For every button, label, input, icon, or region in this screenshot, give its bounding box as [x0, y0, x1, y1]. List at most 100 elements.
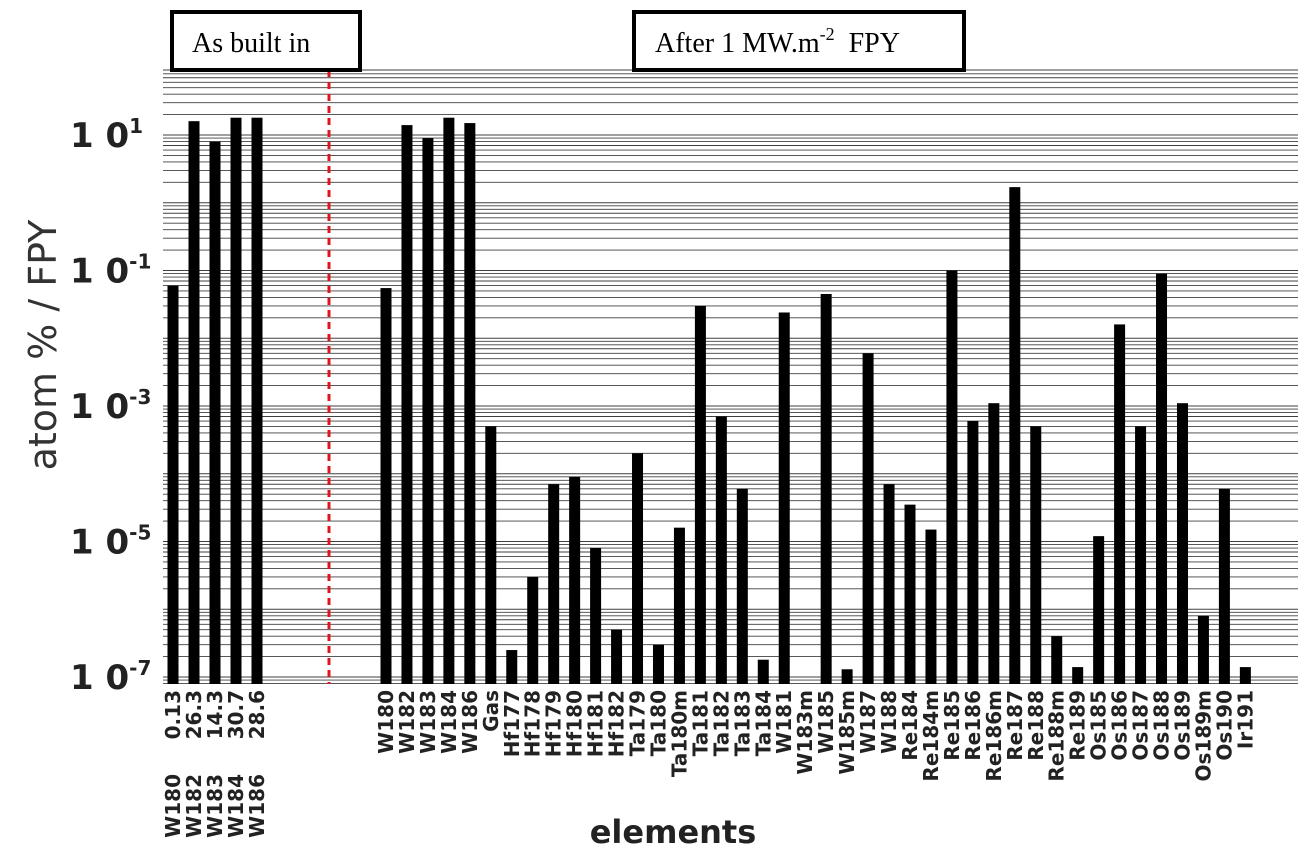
category-label-after: W184: [437, 690, 461, 754]
bar-as-built-W184: [230, 117, 242, 685]
category-label-after: W182: [395, 690, 419, 754]
category-label-after: W185m: [835, 690, 859, 775]
bar-after-Os190: [1218, 488, 1230, 684]
bars: [167, 117, 1251, 685]
y-tick-base: 1 0: [70, 523, 129, 563]
after-label: After 1 MW.m-2 FPY: [655, 24, 900, 59]
category-label-after: Re184m: [919, 690, 943, 782]
category-label-after: Re185: [940, 690, 964, 761]
bar-after-W183: [422, 138, 434, 684]
as-built-box: As built in: [170, 10, 362, 72]
y-tick-base: 1 0: [70, 116, 129, 156]
bar-after-Os189m: [1197, 615, 1209, 684]
bar-after-Re185: [946, 270, 958, 684]
category-label-after: Re188m: [1045, 690, 1069, 782]
category-label-after: Os190: [1212, 690, 1236, 761]
y-tick-base: 1 0: [70, 387, 129, 427]
y-axis-title: atom % / FPY: [21, 219, 65, 471]
category-label-after: Ta179: [626, 690, 650, 756]
bar-as-built-W180: [167, 285, 179, 684]
x-axis-title: elements: [590, 813, 757, 851]
category-label-after: Os189m: [1191, 690, 1215, 782]
category-label-after: Re189: [1066, 690, 1090, 761]
category-label-after: W186: [458, 690, 482, 754]
category-label-after: Ta184: [751, 690, 775, 756]
category-label-after: W185: [814, 690, 838, 754]
bar-after-W184: [443, 117, 455, 685]
category-label-after: Ta181: [688, 690, 712, 756]
category-label-after: Hf180: [563, 690, 587, 757]
category-label-after: W188: [877, 690, 901, 754]
category-label-after: Os185: [1087, 690, 1111, 761]
category-label-after: Re188: [1024, 690, 1048, 761]
bar-after-W185: [820, 293, 832, 684]
category-label-after: Gas: [479, 690, 503, 732]
bar-after-W182: [401, 125, 413, 684]
y-tick-label: 1 0-1: [70, 250, 151, 292]
bar-after-Re189: [1072, 667, 1084, 684]
bar-after-Hf177: [506, 650, 518, 684]
bar-as-built-W186: [251, 117, 263, 685]
bar-after-Ta180: [652, 644, 664, 684]
bar-after-Re188: [1030, 426, 1042, 684]
category-label-as-built: W182: [182, 774, 206, 838]
bar-after-W181: [778, 312, 790, 684]
category-label-after: Hf177: [500, 690, 524, 757]
category-label-after: Re187: [1003, 690, 1027, 761]
bar-value-label: 28.6: [245, 690, 269, 739]
bar-after-Hf181: [590, 548, 602, 684]
bar-after-Re186m: [988, 403, 1000, 684]
category-label-as-built: W183: [203, 774, 227, 838]
bar-after-Hf182: [611, 629, 623, 684]
category-label-after: Os188: [1150, 690, 1174, 761]
category-label-after: Os187: [1129, 690, 1153, 761]
category-label-after: Os186: [1108, 690, 1132, 761]
bar-after-Os189: [1176, 403, 1188, 684]
bar-value-label: 0.13: [161, 690, 185, 739]
bar-after-Hf179: [548, 484, 560, 684]
category-label-after: Hf181: [584, 690, 608, 757]
y-tick-exp: -3: [129, 385, 151, 409]
y-tick-label: 1 0-3: [70, 385, 151, 427]
grid-lines: [163, 69, 1298, 685]
category-label-after: Hf179: [542, 690, 566, 757]
bar-after-Ir191: [1239, 667, 1251, 684]
bar-after-Re187: [1009, 187, 1021, 684]
bar-after-Re188m: [1051, 636, 1063, 684]
category-label-after: W183m: [793, 690, 817, 775]
category-label-after: W183: [416, 690, 440, 754]
category-labels: 0.1326.314.330.728.6W180W182W183W184W186…: [161, 690, 1257, 838]
bar-after-Hf180: [569, 476, 581, 684]
y-tick-label: 1 0-5: [70, 521, 151, 563]
bar-as-built-W182: [188, 121, 200, 684]
bar-value-label: 30.7: [224, 690, 248, 739]
bar-after-Os186: [1114, 324, 1126, 684]
category-label-after: Re186: [961, 690, 985, 761]
bar-after-W185m: [841, 669, 853, 684]
bar-after-Ta182: [715, 416, 727, 684]
category-label-as-built: W184: [224, 774, 248, 838]
category-label-after: Os189: [1170, 690, 1194, 761]
category-label-after: Re186m: [982, 690, 1006, 782]
bar-after-Os185: [1093, 536, 1105, 684]
after-label-main: After 1 MW.m: [655, 28, 820, 59]
bar-value-label: 26.3: [182, 690, 206, 739]
category-label-after: Ta183: [730, 690, 754, 756]
bar-after-Gas: [485, 426, 497, 684]
bar-after-W186: [464, 123, 476, 684]
bar-after-Os188: [1156, 273, 1168, 684]
y-tick-labels: 1 011 0-11 0-31 0-51 0-7: [70, 114, 151, 698]
bar-value-label: 14.3: [203, 690, 227, 739]
category-label-after: Ta182: [709, 690, 733, 756]
bar-after-Ta179: [632, 453, 644, 684]
category-label-after: Ta180: [646, 690, 670, 756]
bar-after-Os187: [1135, 426, 1147, 684]
bar-after-Ta181: [694, 305, 706, 684]
y-tick-exp: -5: [129, 521, 151, 545]
category-label-after: Hf178: [521, 690, 545, 757]
category-label-after: W187: [856, 690, 880, 754]
bar-after-Ta183: [736, 488, 748, 684]
as-built-label: As built in: [192, 28, 310, 59]
category-label-after: Hf182: [605, 690, 629, 757]
